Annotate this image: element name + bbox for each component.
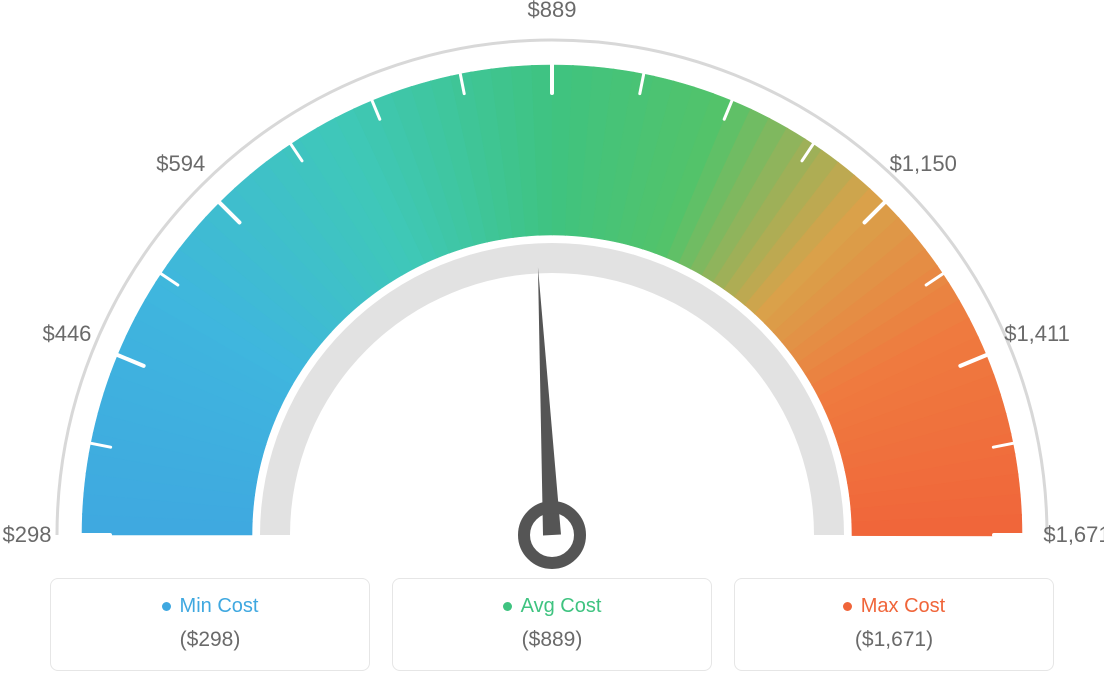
legend-title-text: Min Cost	[180, 595, 259, 618]
gauge-chart: $298 $446 $594 $889 $1,150 $1,411 $1,671	[0, 0, 1104, 570]
legend-row: Min Cost ($298) Avg Cost ($889) Max Cost ($1,…	[0, 578, 1104, 671]
legend-card: Min Cost ($298)	[50, 578, 370, 671]
gauge-tick-label: $889	[528, 0, 577, 23]
legend-title-text: Max Cost	[861, 595, 945, 618]
legend-dot-icon	[503, 602, 512, 611]
legend-title: Max Cost	[843, 595, 945, 618]
legend-dot-icon	[843, 602, 852, 611]
gauge-needle	[538, 267, 561, 535]
gauge-tick-label: $1,671	[1043, 522, 1104, 548]
legend-card: Max Cost ($1,671)	[734, 578, 1054, 671]
legend-title: Min Cost	[162, 595, 259, 618]
gauge-tick-label: $594	[156, 151, 205, 177]
gauge-tick-label: $446	[42, 321, 91, 347]
legend-title: Avg Cost	[503, 595, 602, 618]
gauge-svg	[0, 0, 1104, 570]
legend-card: Avg Cost ($889)	[392, 578, 712, 671]
legend-title-text: Avg Cost	[521, 595, 602, 618]
legend-value: ($1,671)	[745, 628, 1043, 652]
legend-value: ($298)	[61, 628, 359, 652]
gauge-tick-label: $298	[3, 522, 52, 548]
gauge-tick-label: $1,411	[1004, 321, 1070, 347]
legend-dot-icon	[162, 602, 171, 611]
legend-value: ($889)	[403, 628, 701, 652]
gauge-tick-label: $1,150	[890, 151, 957, 177]
